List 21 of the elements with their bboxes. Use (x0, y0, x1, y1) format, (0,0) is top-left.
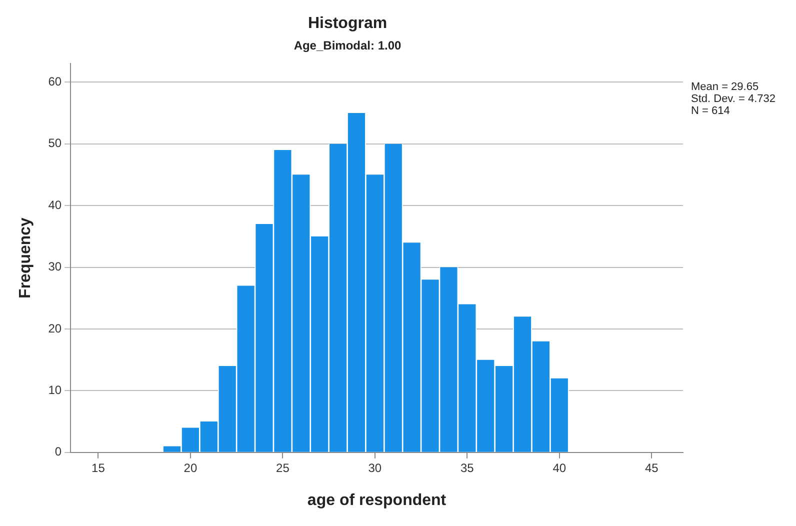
text: Std. Dev. = 4.732 (691, 93, 776, 106)
text: Mean = 29.65 (691, 81, 759, 94)
x-tick-label: 20 (184, 460, 198, 475)
y-tick-label: 60 (48, 74, 62, 88)
y-tick-label: 0 (54, 444, 62, 459)
x-tick-label: 35 (460, 460, 474, 475)
y-tick-label: 10 (48, 383, 62, 397)
x-tick-label: 40 (552, 460, 566, 475)
x-tick-label: 15 (92, 460, 106, 475)
y-tick-label: 50 (48, 136, 62, 150)
x-tick-label: 45 (644, 460, 659, 475)
text: N = 614 (691, 105, 730, 118)
chart-subtitle: Age_Bimodal: 1.00 (294, 38, 402, 53)
x-tick-label: 30 (368, 460, 382, 475)
y-tick-label: 20 (48, 321, 62, 336)
y-tick-label: 30 (48, 260, 62, 274)
x-tick-label: 25 (276, 460, 290, 475)
chart-title: Histogram (308, 15, 388, 32)
y-axis-title: Frequency (17, 217, 34, 298)
x-axis-title: age of respondent (307, 492, 447, 509)
y-tick-label: 40 (48, 198, 62, 212)
